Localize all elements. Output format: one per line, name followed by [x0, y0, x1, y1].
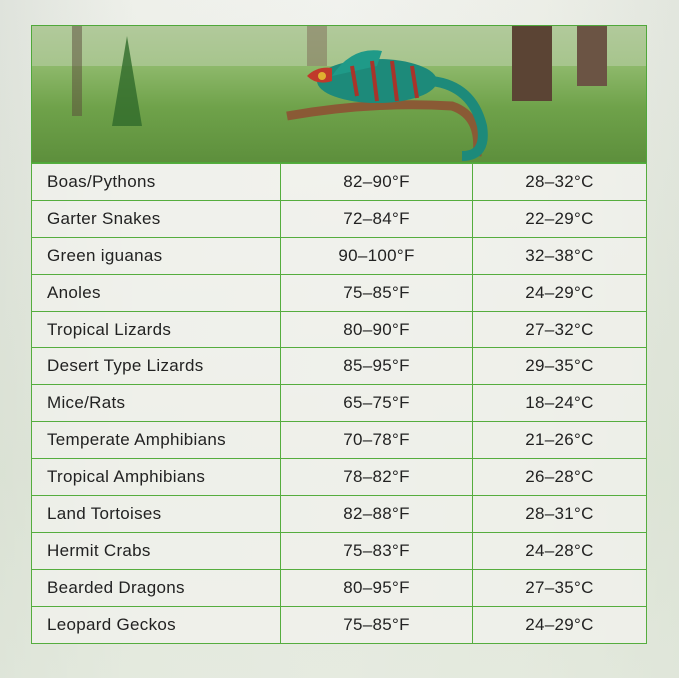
banner-image-chameleon: [31, 25, 647, 163]
temp-celsius: 26–28°C: [472, 458, 647, 497]
table-row: Mice/Rats 65–75°F 18–24°C: [31, 384, 647, 423]
animal-name: Desert Type Lizards: [31, 347, 281, 386]
temp-celsius: 24–29°C: [472, 605, 647, 644]
animal-name: Tropical Amphibians: [31, 458, 281, 497]
temp-celsius: 28–31°C: [472, 495, 647, 533]
table-row: Hermit Crabs 75–83°F 24–28°C: [31, 531, 647, 570]
table-row: Tropical Amphibians 78–82°F 26–28°C: [31, 458, 647, 497]
table-row: Garter Snakes 72–84°F 22–29°C: [31, 199, 647, 238]
temp-fahrenheit: 75–85°F: [280, 605, 473, 644]
temp-fahrenheit: 82–90°F: [280, 163, 473, 201]
animal-name: Leopard Geckos: [31, 605, 281, 644]
temp-celsius: 24–29°C: [472, 273, 647, 312]
temp-fahrenheit: 80–90°F: [280, 310, 473, 349]
table-row: Desert Type Lizards 85–95°F 29–35°C: [31, 347, 647, 386]
table-row: Tropical Lizards 80–90°F 27–32°C: [31, 310, 647, 349]
temp-fahrenheit: 78–82°F: [280, 458, 473, 497]
temp-fahrenheit: 80–95°F: [280, 568, 473, 607]
temp-celsius: 24–28°C: [472, 531, 647, 570]
animal-name: Boas/Pythons: [31, 163, 281, 201]
animal-name: Bearded Dragons: [31, 568, 281, 607]
animal-name: Anoles: [31, 273, 281, 312]
table-row: Green iguanas 90–100°F 32–38°C: [31, 236, 647, 275]
temperature-table: Boas/Pythons 82–90°F 28–32°C Garter Snakes 7…: [31, 163, 647, 644]
animal-name: Land Tortoises: [31, 495, 281, 533]
temp-celsius: 18–24°C: [472, 384, 647, 423]
temp-fahrenheit: 65–75°F: [280, 384, 473, 423]
temp-celsius: 32–38°C: [472, 236, 647, 275]
temp-fahrenheit: 90–100°F: [280, 236, 473, 275]
animal-name: Garter Snakes: [31, 199, 281, 238]
table-row: Temperate Amphibians 70–78°F 21–26°C: [31, 421, 647, 460]
animal-name: Tropical Lizards: [31, 310, 281, 349]
table-row: Anoles 75–85°F 24–29°C: [31, 273, 647, 312]
temp-celsius: 27–35°C: [472, 568, 647, 607]
temp-fahrenheit: 70–78°F: [280, 421, 473, 460]
temp-celsius: 29–35°C: [472, 347, 647, 386]
temp-celsius: 22–29°C: [472, 199, 647, 238]
temp-fahrenheit: 85–95°F: [280, 347, 473, 386]
temp-celsius: 28–32°C: [472, 163, 647, 201]
temp-fahrenheit: 75–83°F: [280, 531, 473, 570]
animal-name: Green iguanas: [31, 236, 281, 275]
temp-fahrenheit: 72–84°F: [280, 199, 473, 238]
temp-celsius: 27–32°C: [472, 310, 647, 349]
table-row: Boas/Pythons 82–90°F 28–32°C: [31, 163, 647, 201]
table-row: Land Tortoises 82–88°F 28–31°C: [31, 495, 647, 533]
table-row: Bearded Dragons 80–95°F 27–35°C: [31, 568, 647, 607]
animal-name: Temperate Amphibians: [31, 421, 281, 460]
animal-name: Hermit Crabs: [31, 531, 281, 570]
temp-fahrenheit: 82–88°F: [280, 495, 473, 533]
temp-celsius: 21–26°C: [472, 421, 647, 460]
temp-fahrenheit: 75–85°F: [280, 273, 473, 312]
table-row: Leopard Geckos 75–85°F 24–29°C: [31, 605, 647, 644]
animal-name: Mice/Rats: [31, 384, 281, 423]
